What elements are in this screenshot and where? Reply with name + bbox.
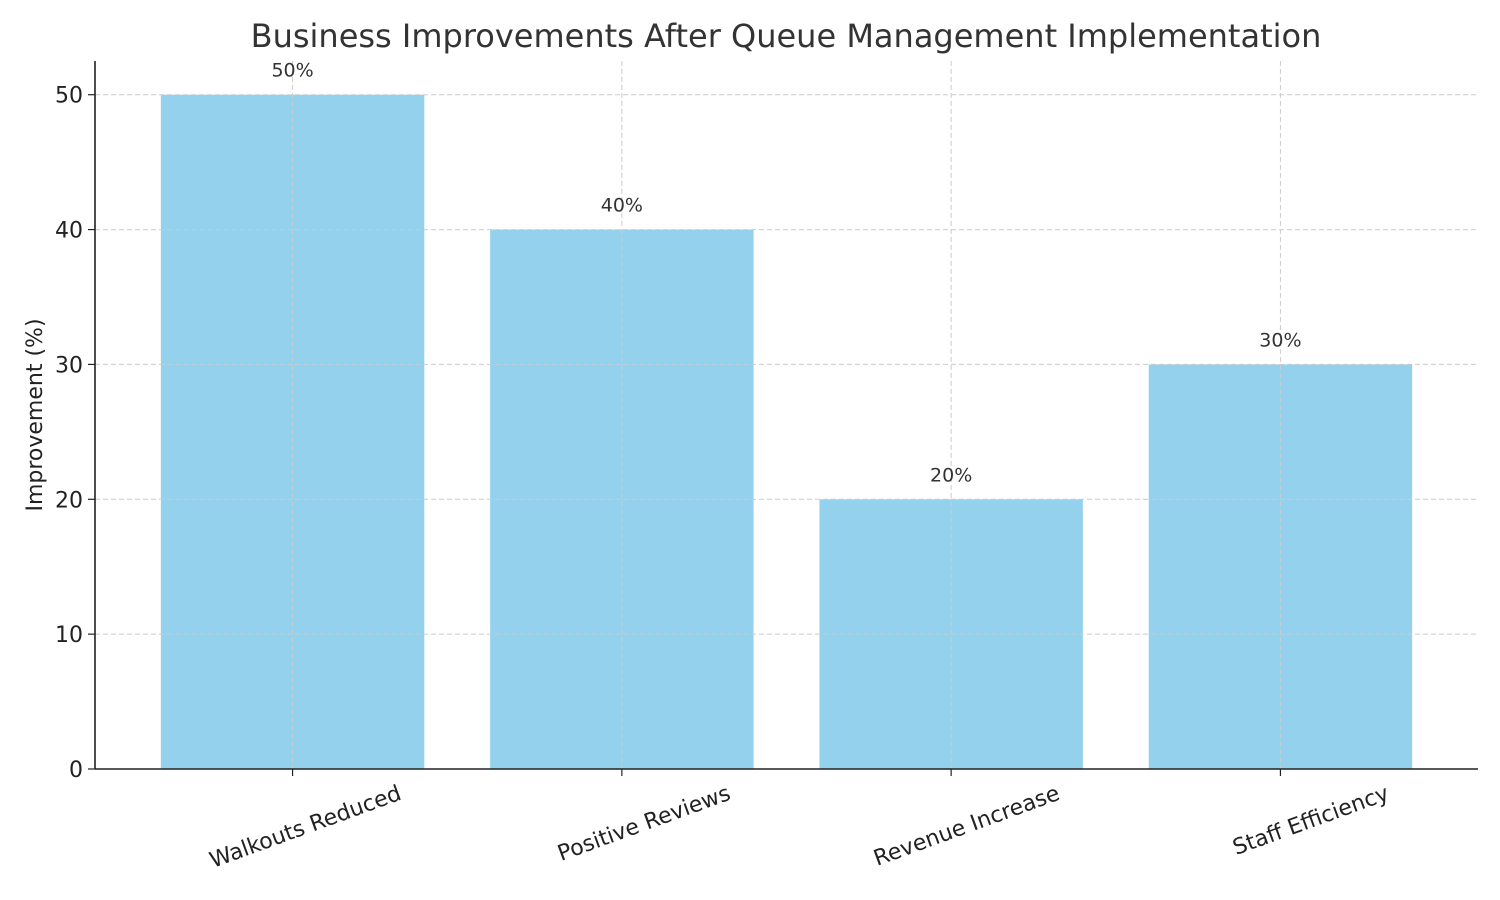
y-tick-label: 30 xyxy=(55,353,83,378)
grid-layer xyxy=(95,61,1478,769)
y-tick-label: 40 xyxy=(55,219,83,244)
data-labels-layer: 50% 40% 20% 30% xyxy=(271,60,1301,487)
x-tick-label: Positive Reviews xyxy=(555,781,734,867)
y-tick-label: 20 xyxy=(55,488,83,513)
x-tick-label: Walkouts Reduced xyxy=(207,781,405,873)
data-label: 30% xyxy=(1259,329,1301,351)
x-tick-label: Revenue Increase xyxy=(871,781,1064,871)
y-tick-label: 50 xyxy=(55,84,83,109)
y-tick-label: 0 xyxy=(69,758,83,783)
data-label: 50% xyxy=(271,60,313,82)
y-axis-label: Improvement (%) xyxy=(23,318,48,511)
bars-layer xyxy=(160,94,1413,770)
data-label: 20% xyxy=(930,464,972,486)
y-tick-label: 10 xyxy=(55,623,83,648)
chart-title: Business Improvements After Queue Manage… xyxy=(251,17,1322,55)
data-label: 40% xyxy=(601,195,643,217)
x-tick-label: Staff Efficiency xyxy=(1230,781,1393,861)
